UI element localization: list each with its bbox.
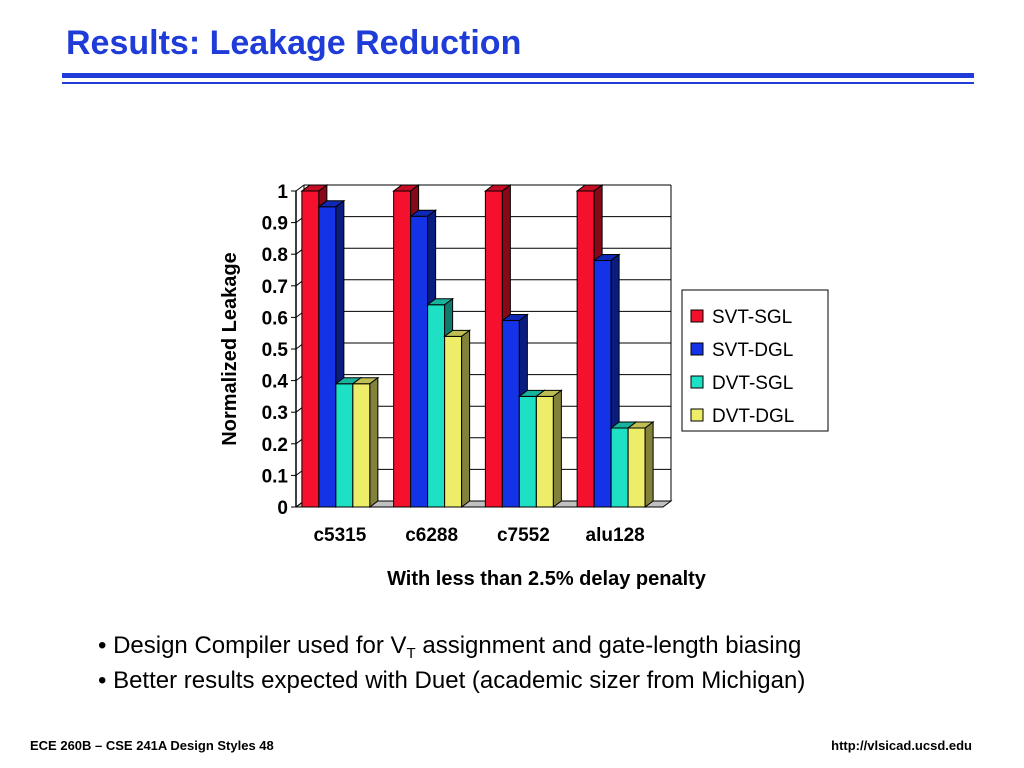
- x-axis-title: With less than 2.5% delay penalty: [387, 568, 707, 590]
- bar-front: [593, 260, 612, 508]
- bar-front: [501, 320, 520, 508]
- bar-front: [427, 304, 446, 508]
- bar-side: [461, 329, 471, 508]
- y-tick-label: 0.5: [262, 340, 289, 361]
- footer-url: http://vlsicad.ucsd.edu: [831, 738, 972, 753]
- y-tick-label: 0.3: [262, 403, 288, 424]
- y-tick-label: 0.2: [262, 435, 288, 456]
- legend-label: SVT-SGL: [712, 307, 792, 328]
- x-category-label: alu128: [586, 525, 645, 546]
- gridline: [295, 184, 305, 192]
- title-underline-thin: [62, 82, 974, 84]
- y-axis-title: Normalized Leakage: [219, 252, 241, 445]
- bullet-item: • Better results expected with Duet (aca…: [98, 667, 806, 694]
- slide-title: Results: Leakage Reduction: [66, 24, 522, 62]
- bar-side: [369, 376, 379, 508]
- x-category-label: c5315: [313, 525, 366, 546]
- bar-front: [410, 215, 429, 508]
- bullet-list: • Design Compiler used for VT assignment…: [98, 628, 805, 698]
- y-tick-label: 0.1: [262, 466, 289, 487]
- bar-front: [393, 190, 412, 508]
- y-tick-label: 0: [277, 498, 288, 519]
- bar-side: [644, 421, 654, 508]
- bullet-text: • Design Compiler used for V: [98, 632, 407, 659]
- legend-swatch: [690, 375, 704, 389]
- y-tick-label: 0.9: [262, 214, 288, 235]
- bar-front: [535, 395, 554, 508]
- bar-front: [627, 427, 646, 508]
- y-tick-label: 0.7: [262, 277, 288, 298]
- bar-front: [610, 427, 629, 508]
- bar-front: [318, 206, 337, 508]
- x-category-label: c6288: [405, 525, 458, 546]
- bar-front: [352, 383, 371, 508]
- bar-side: [552, 389, 562, 508]
- y-tick-label: 0.6: [262, 308, 288, 329]
- bar-front: [301, 190, 320, 508]
- legend-label: DVT-DGL: [712, 406, 794, 427]
- legend-swatch: [690, 342, 704, 356]
- bar-front: [335, 383, 354, 508]
- legend-box: [681, 289, 829, 432]
- bar-front: [518, 395, 537, 508]
- y-tick-label: 0.4: [262, 372, 289, 393]
- legend-swatch: [690, 309, 704, 323]
- legend-label: DVT-SGL: [712, 373, 793, 394]
- legend-swatch: [690, 408, 704, 422]
- bar-front: [576, 190, 595, 508]
- bullet-item: • Design Compiler used for VT assignment…: [98, 628, 805, 663]
- legend-label: SVT-DGL: [712, 340, 793, 361]
- bar-front: [484, 190, 503, 508]
- title-underline-thick: [62, 73, 974, 78]
- bar-front: [444, 335, 463, 508]
- y-tick-label: 1: [277, 182, 288, 203]
- x-category-label: c7552: [497, 525, 550, 546]
- bullet-text: assignment and gate-length biasing: [415, 632, 802, 659]
- bullet-subscript: T: [406, 645, 416, 662]
- footer-course: ECE 260B – CSE 241A Design Styles 48: [30, 738, 274, 753]
- y-tick-label: 0.8: [262, 245, 288, 266]
